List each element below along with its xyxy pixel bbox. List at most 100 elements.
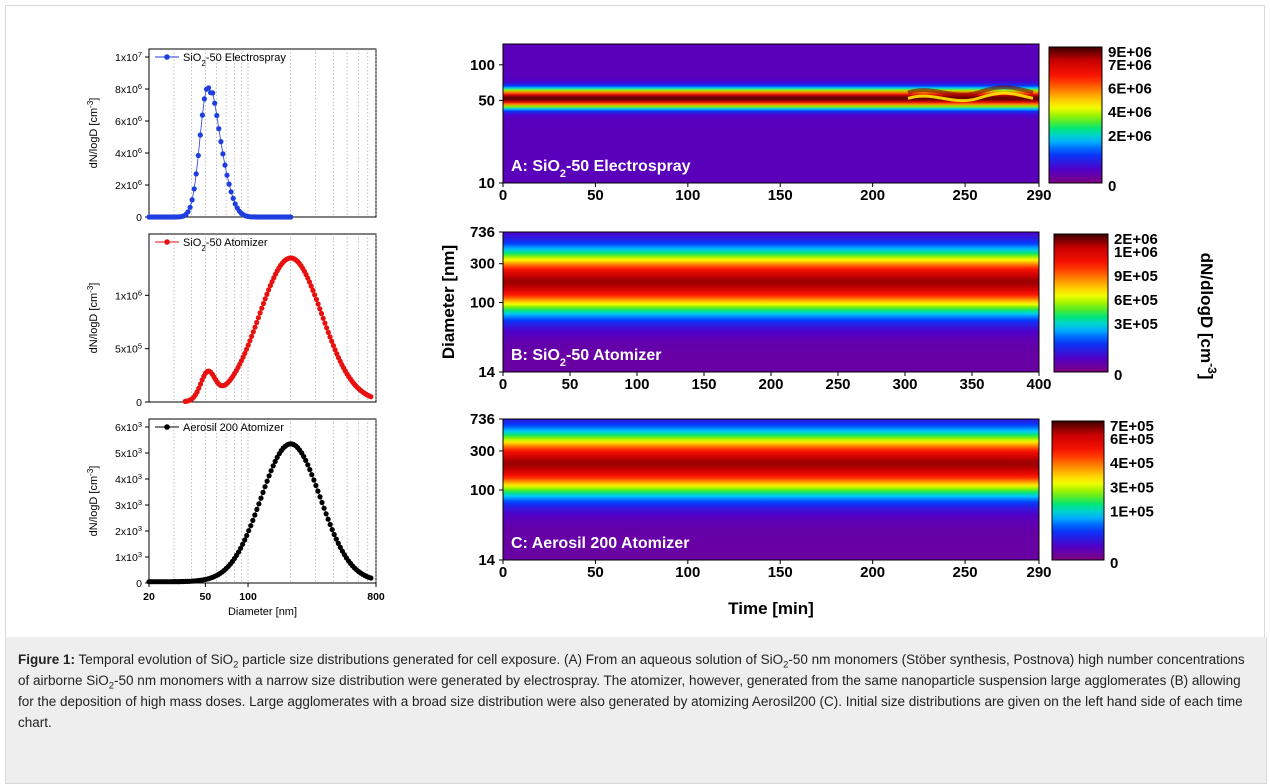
data-point — [198, 132, 203, 137]
data-point — [229, 189, 234, 194]
x-axis-label: Time [min] — [728, 599, 814, 618]
x-tick-label: 100 — [624, 376, 649, 393]
data-point — [322, 321, 327, 326]
data-point — [206, 85, 211, 90]
y-tick-label: 4x106 — [115, 146, 142, 161]
data-point — [254, 507, 259, 512]
data-point — [261, 301, 266, 306]
y-axis-label: Diameter [nm] — [439, 245, 458, 359]
legend-marker — [164, 239, 170, 245]
plot-frame — [149, 49, 376, 217]
x-tick-label: 200 — [860, 564, 885, 581]
data-point — [313, 483, 318, 488]
data-point — [218, 139, 223, 144]
y-axis-label: dN/logD [cm-3] — [86, 283, 101, 354]
data-point — [267, 473, 272, 478]
x-tick-label: 250 — [825, 376, 850, 393]
data-point — [220, 151, 225, 156]
x-tick-label: 400 — [1026, 376, 1051, 393]
data-point — [192, 186, 197, 191]
data-point — [190, 197, 195, 202]
data-point — [368, 394, 373, 399]
data-point — [259, 306, 264, 311]
y-tick-label: 1x107 — [115, 50, 142, 65]
colorbar-tick-label: 0 — [1110, 555, 1118, 572]
colorbar-tick-label: 4E+05 — [1110, 455, 1154, 472]
legend-label: Aerosil 200 Atomizer — [183, 422, 284, 434]
data-point — [227, 182, 232, 187]
heatmap-C: 0 50 100 150 200 250 290 14 100 300 736 C: Aerosil … — [470, 411, 1154, 581]
colorbar-axis-label: dN/dlogD [cm-3] — [1197, 253, 1219, 380]
legend-marker — [164, 424, 170, 430]
y-tick-label: 3x103 — [115, 498, 142, 513]
data-point — [260, 490, 265, 495]
data-point — [258, 496, 263, 501]
data-point — [250, 518, 255, 523]
data-point — [249, 334, 254, 339]
x-tick-label: 290 — [1026, 564, 1051, 581]
x-tick-label: 50 — [200, 591, 212, 603]
x-tick-label: 350 — [959, 376, 984, 393]
y-tick-label: 14 — [478, 552, 495, 569]
colorbar-tick-label: 2E+06 — [1108, 128, 1152, 145]
size-dist-chart-2: 05x1051x106dN/logD [cm-3]SiO2-50 Atomize… — [86, 234, 377, 409]
x-tick-label: 100 — [239, 591, 257, 603]
colorbar-tick-label: 3E+05 — [1110, 479, 1154, 496]
x-tick-label: 0 — [499, 564, 507, 581]
x-tick-label: 100 — [675, 187, 700, 204]
data-point — [224, 173, 229, 178]
data-point — [256, 501, 261, 506]
colorbar-tick-label: 6E+05 — [1110, 431, 1154, 448]
y-tick-label: 300 — [470, 256, 495, 273]
colorbar-tick-label: 0 — [1108, 178, 1116, 195]
data-point — [231, 196, 236, 201]
data-point — [332, 532, 337, 537]
caption-text-1: Temporal evolution of SiO — [75, 652, 233, 667]
data-point — [246, 528, 251, 533]
data-point — [251, 329, 256, 334]
y-axis-label: dN/logD [cm-3] — [86, 98, 101, 169]
x-tick-label: 250 — [953, 564, 978, 581]
y-tick-label: 1x106 — [115, 288, 142, 303]
data-point — [216, 126, 221, 131]
figure-frame: 0 2x106 4x106 6x106 8x106 1x107 dN/logD [cm-3]… — [5, 5, 1265, 639]
data-point — [319, 500, 324, 505]
y-tick-label: 736 — [470, 224, 495, 241]
data-point — [328, 522, 333, 527]
x-tick-label: 150 — [768, 187, 793, 204]
x-tick-label: 150 — [691, 376, 716, 393]
x-tick-label: 300 — [892, 376, 917, 393]
x-tick-label: 200 — [758, 376, 783, 393]
data-point — [317, 494, 322, 499]
x-tick-label: 50 — [562, 376, 579, 393]
size-dist-chart-3: 01x1032x1033x1034x1035x1036x103dN/logD [… — [86, 419, 377, 590]
data-point — [242, 537, 247, 542]
data-point — [222, 163, 227, 168]
y-tick-label: 6x106 — [115, 114, 142, 129]
data-point — [309, 472, 314, 477]
data-point — [305, 462, 310, 467]
data-point — [263, 296, 268, 301]
data-point — [317, 306, 322, 311]
data-point — [252, 325, 257, 330]
x-tick-label: 150 — [768, 564, 793, 581]
colorbar-tick-label: 9E+05 — [1114, 268, 1158, 285]
data-point — [324, 325, 329, 330]
data-point — [196, 153, 201, 158]
colorbar-tick-label: 0 — [1114, 367, 1122, 384]
colorbar — [1052, 421, 1104, 560]
data-point — [321, 316, 326, 321]
data-point — [326, 517, 331, 522]
data-point — [311, 477, 316, 482]
data-point — [314, 297, 319, 302]
data-point — [194, 171, 199, 176]
plot-frame — [149, 234, 376, 402]
data-point — [185, 209, 190, 214]
colorbar-tick-label: 3E+05 — [1114, 316, 1158, 333]
y-tick-label: 0 — [136, 212, 142, 224]
caption-text-4: -50 nm monomers with a narrow size distr… — [18, 673, 1243, 730]
y-tick-label: 736 — [470, 411, 495, 428]
data-point — [244, 533, 249, 538]
data-point — [324, 511, 329, 516]
data-point — [322, 506, 327, 511]
